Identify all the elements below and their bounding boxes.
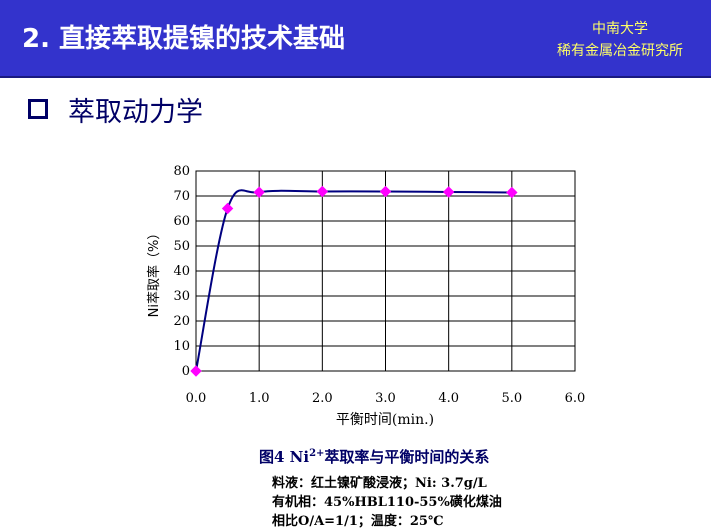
org-line-1: 中南大学 (592, 21, 648, 37)
y-tick-label: 20 (173, 314, 190, 329)
plot-border (195, 170, 576, 372)
y-tick-label: 50 (173, 239, 190, 254)
data-point (190, 365, 202, 377)
y-tick-labels: 0 10 20 30 40 50 60 70 80 (173, 164, 190, 379)
x-axis-label: 平衡时间(min.) (336, 412, 434, 428)
data-point (253, 186, 265, 198)
square-bullet-icon (28, 99, 48, 119)
y-tick-label: 80 (173, 164, 190, 179)
chart-grid (195, 170, 576, 372)
y-tick-label: 60 (173, 214, 190, 229)
x-tick-label: 2.0 (312, 391, 333, 406)
slide-title: 2. 直接萃取提镍的技术基础 (22, 24, 346, 54)
x-tick-label: 4.0 (438, 391, 459, 406)
x-tick-label: 6.0 (565, 391, 586, 406)
series-line (195, 189, 512, 372)
data-point (221, 202, 234, 215)
data-point (506, 186, 518, 199)
series-group (190, 185, 518, 377)
note-feed-solution: 料液：红土镍矿酸浸液；Ni: 3.7g/L (272, 476, 487, 491)
note-phase-ratio: 相比O/A=1/1；温度：25℃ (272, 514, 444, 529)
y-axis-label: Ni萃取率（%） (146, 227, 162, 318)
x-tick-label: 1.0 (249, 391, 270, 406)
caption-superscript: 2+ (309, 448, 325, 459)
x-tick-label: 3.0 (375, 391, 396, 406)
note-organic-phase: 有机相：45%HBL110-55%磺化煤油 (272, 495, 502, 510)
x-tick-labels: 0.0 1.0 2.0 3.0 4.0 5.0 6.0 (186, 391, 586, 406)
x-tick-label: 5.0 (501, 391, 522, 406)
x-tick-label: 0.0 (186, 391, 207, 406)
data-point (379, 185, 392, 198)
plot-frame (195, 170, 576, 372)
y-tick-label: 70 (173, 189, 190, 204)
y-tick-label: 30 (173, 289, 190, 304)
section-heading: 萃取动力学 (28, 92, 203, 128)
org-line-2: 稀有金属冶金研究所 (557, 43, 683, 59)
data-point (316, 185, 329, 198)
figure-caption: 图4 Ni2+萃取率与平衡时间的关系 (259, 446, 489, 467)
y-tick-label: 40 (173, 264, 190, 279)
y-tick-label: 10 (173, 339, 190, 354)
header-bar: 2. 直接萃取提镍的技术基础 中南大学 稀有金属冶金研究所 (0, 0, 711, 78)
caption-prefix: 图4 Ni (259, 448, 310, 466)
section-title: 萃取动力学 (68, 96, 203, 128)
data-point (442, 186, 455, 198)
caption-suffix: 萃取率与平衡时间的关系 (324, 448, 490, 466)
organization-label: 中南大学 稀有金属冶金研究所 (557, 18, 683, 62)
y-tick-label: 0 (182, 364, 190, 379)
